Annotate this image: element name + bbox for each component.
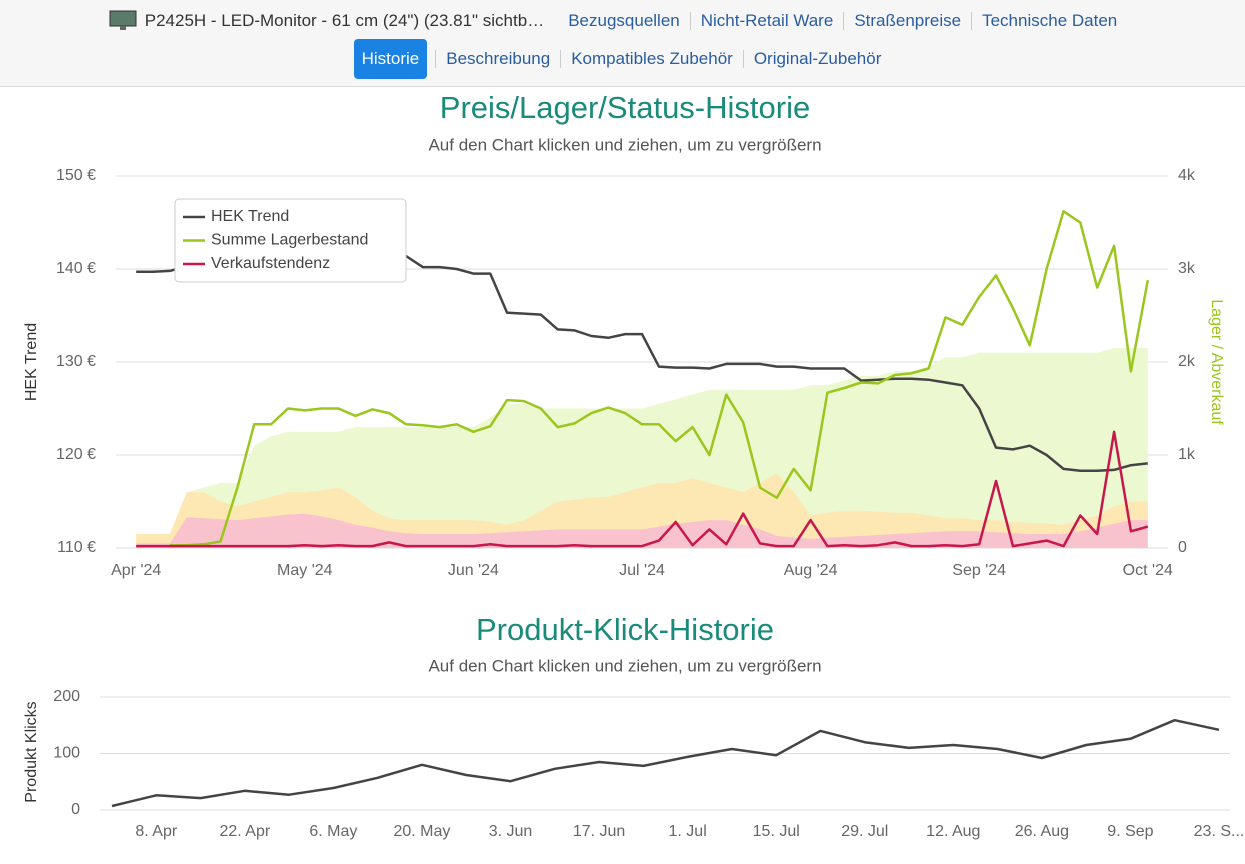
legend-label: HEK Trend	[211, 208, 289, 225]
line-series	[169, 210, 1150, 547]
nav-link[interactable]: Straßenpreise	[843, 12, 971, 30]
y-tick-label: 140 €	[56, 260, 96, 277]
y-tick-label: 200	[53, 688, 80, 705]
x-tick-label: 23. S...	[1194, 823, 1245, 840]
nav-link[interactable]: Original-Zubehör	[742, 50, 892, 68]
y-tick-label: 100	[53, 745, 80, 762]
y-axis-label: Produkt Klicks	[23, 701, 40, 802]
nav-link[interactable]: Kompatibles Zubehör	[560, 50, 743, 68]
y-tick-label: 0	[71, 801, 80, 818]
x-tick-label: 20. May	[393, 823, 450, 840]
x-tick-label: 9. Sep	[1107, 823, 1153, 840]
y-tick-label: 130 €	[56, 353, 96, 370]
nav-link[interactable]: Nicht-Retail Ware	[689, 12, 844, 30]
y-tick-label: 150 €	[56, 167, 96, 184]
nav-link[interactable]: Beschreibung	[435, 50, 560, 68]
x-tick-label: Jun '24	[448, 562, 499, 579]
x-tick-label: 15. Jul	[753, 823, 800, 840]
y2-tick-label: 2k	[1178, 353, 1196, 370]
y2-tick-label: 3k	[1178, 260, 1196, 277]
x-tick-label: Oct '24	[1123, 562, 1173, 579]
nav-link[interactable]: Bezugsquellen	[568, 11, 680, 30]
x-tick-label: 3. Jun	[489, 823, 533, 840]
line-series	[111, 718, 1220, 808]
x-tick-label: 22. Apr	[219, 823, 270, 840]
chart-title: Produkt-Klick-Historie	[476, 612, 774, 647]
y-axis-label: HEK Trend	[23, 323, 40, 401]
chart-title: Preis/Lager/Status-Historie	[440, 90, 810, 125]
product-title[interactable]: P2425H - LED-Monitor - 61 cm (24") (23.8…	[144, 11, 545, 30]
y2-tick-label: 4k	[1178, 167, 1196, 184]
x-tick-label: Apr '24	[111, 562, 161, 579]
y2-tick-label: 0	[1178, 539, 1187, 556]
area	[136, 348, 1148, 548]
line-series	[136, 430, 1149, 548]
legend-label: Summe Lagerbestand	[211, 232, 368, 249]
y-tick-label: 110 €	[57, 539, 96, 556]
x-tick-label: 8. Apr	[135, 823, 177, 840]
nav-row: Historie Beschreibung Kompatibles Zubehö…	[0, 39, 1245, 79]
nav-bar: P2425H - LED-Monitor - 61 cm (24") (23.8…	[0, 0, 1245, 87]
legend-label: Verkaufstendenz	[211, 255, 330, 272]
y2-tick-label: 1k	[1178, 446, 1196, 463]
x-tick-label: 6. May	[309, 823, 357, 840]
y2-axis-label: Lager / Abverkauf	[1208, 299, 1225, 425]
x-tick-label: Aug '24	[784, 562, 838, 579]
chart-subtitle: Auf den Chart klicken und ziehen, um zu …	[428, 135, 821, 154]
x-tick-label: 1. Jul	[669, 823, 707, 840]
nav-link[interactable]: Technische Daten	[971, 12, 1127, 30]
nav-row: P2425H - LED-Monitor - 61 cm (24") (23.8…	[0, 6, 1245, 36]
x-tick-label: May '24	[277, 562, 333, 579]
chart-subtitle: Auf den Chart klicken und ziehen, um zu …	[428, 656, 821, 675]
nav-tab-active[interactable]: Historie	[353, 39, 428, 79]
x-tick-label: 26. Aug	[1015, 823, 1069, 840]
area	[136, 513, 1148, 548]
x-tick-label: 12. Aug	[926, 823, 980, 840]
x-tick-label: 29. Jul	[841, 823, 888, 840]
x-tick-label: 17. Jun	[573, 823, 625, 840]
y-tick-label: 120 €	[56, 446, 96, 463]
area	[136, 473, 1148, 548]
x-tick-label: Jul '24	[619, 562, 665, 579]
product-icon	[109, 10, 137, 30]
x-tick-label: Sep '24	[952, 562, 1006, 579]
legend-box	[174, 198, 407, 283]
